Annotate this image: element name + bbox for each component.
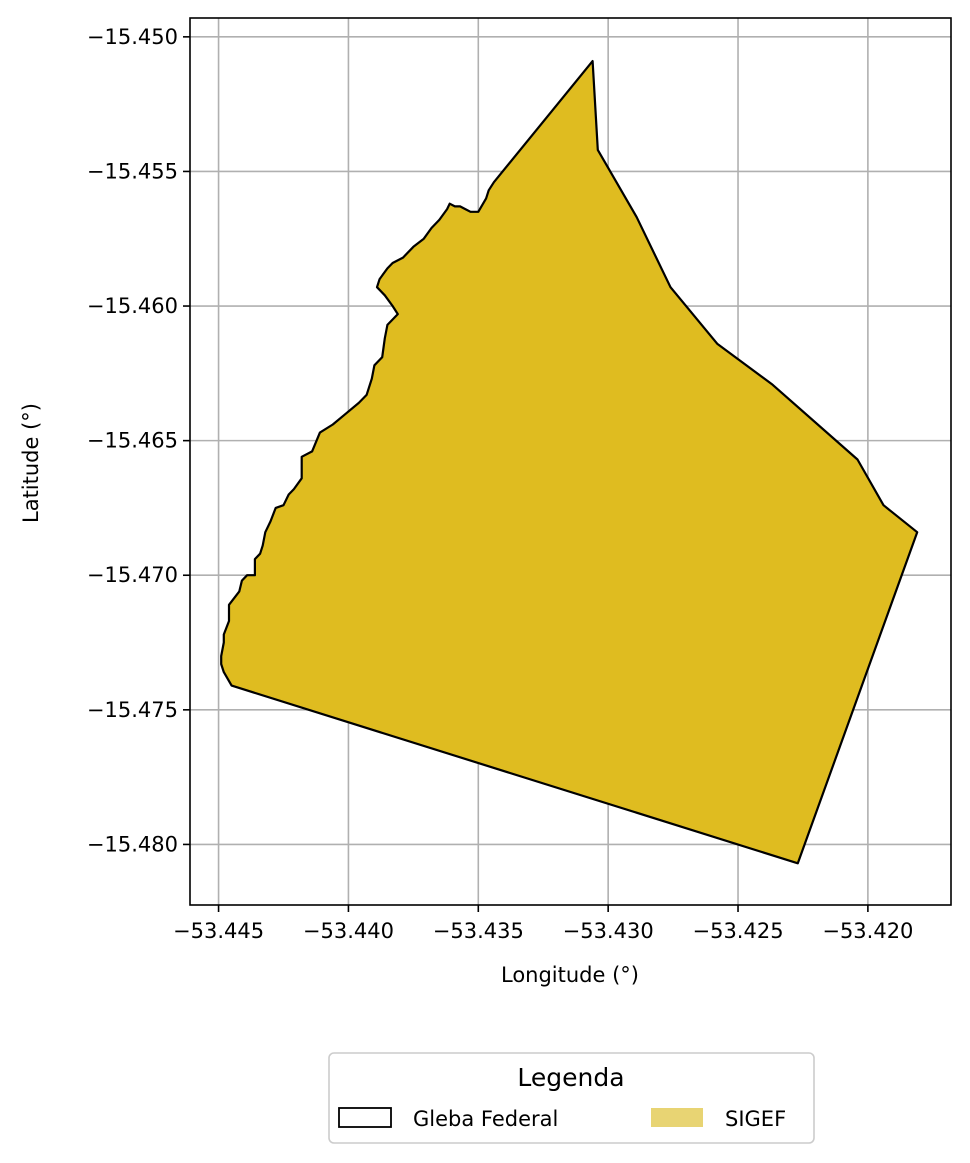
legend-label-sigef: SIGEF xyxy=(725,1107,786,1131)
x-tick-label: −53.420 xyxy=(822,919,913,943)
x-tick-label: −53.445 xyxy=(173,919,264,943)
legend-swatch-sigef xyxy=(651,1108,703,1127)
y-tick-label: −15.470 xyxy=(87,563,178,587)
y-tick-label: −15.460 xyxy=(87,294,178,318)
plot-frame xyxy=(189,17,952,906)
x-tick-label: −53.425 xyxy=(692,919,783,943)
y-axis-label: Latitude (°) xyxy=(19,403,43,523)
legend-label-gleba-federal: Gleba Federal xyxy=(413,1107,558,1131)
y-tick-label: −15.455 xyxy=(87,159,178,183)
x-axis-ticks: −53.445 −53.440 −53.435 −53.430 −53.425 −53.4… xyxy=(173,905,913,943)
x-tick-label: −53.440 xyxy=(303,919,394,943)
y-tick-label: −15.475 xyxy=(87,698,178,722)
y-tick-label: −15.465 xyxy=(87,429,178,453)
x-axis-label: Longitude (°) xyxy=(501,963,639,987)
legend-title: Legenda xyxy=(517,1063,624,1092)
x-tick-label: −53.435 xyxy=(433,919,524,943)
y-tick-label: −15.450 xyxy=(87,25,178,49)
legend: Legenda Gleba Federal SIGEF xyxy=(328,1052,815,1144)
legend-swatch-gleba-federal xyxy=(338,1107,392,1128)
y-axis-ticks: −15.450 −15.455 −15.460 −15.465 −15.470 −15.4… xyxy=(87,25,190,856)
sigef-polygon xyxy=(220,60,919,865)
x-tick-label: −53.430 xyxy=(563,919,654,943)
y-tick-label: −15.480 xyxy=(87,832,178,856)
